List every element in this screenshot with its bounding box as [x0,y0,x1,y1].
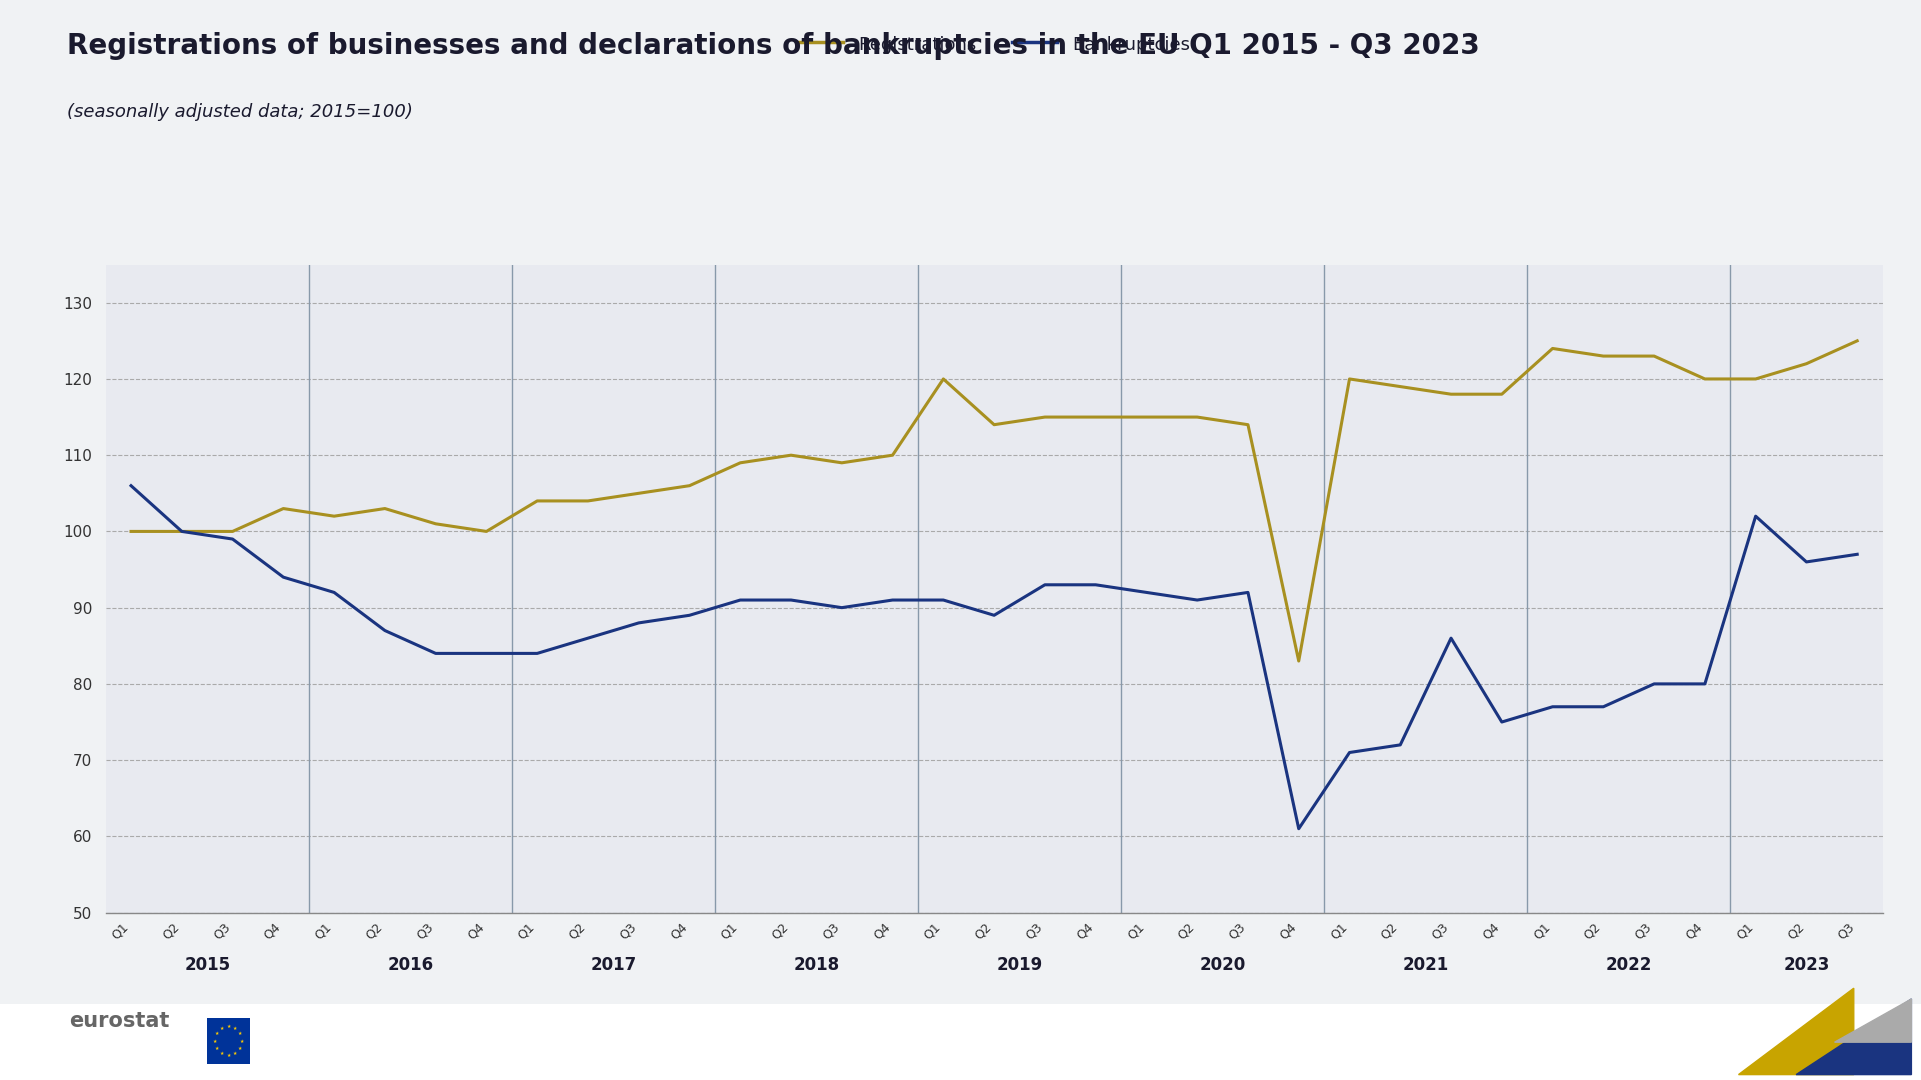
Text: 2023: 2023 [1783,956,1829,974]
Text: ★: ★ [227,1024,231,1029]
Text: ★: ★ [219,1051,225,1056]
Text: ★: ★ [219,1026,225,1031]
Text: ★: ★ [238,1031,242,1037]
Polygon shape [1796,999,1911,1075]
Text: 2017: 2017 [590,956,636,974]
Text: ★: ★ [215,1045,219,1051]
Text: (seasonally adjusted data; 2015=100): (seasonally adjusted data; 2015=100) [67,103,413,121]
Text: ★: ★ [215,1031,219,1037]
Text: ★: ★ [238,1045,242,1051]
Text: 2016: 2016 [388,956,434,974]
Text: 2020: 2020 [1199,956,1245,974]
Text: 2018: 2018 [793,956,839,974]
Polygon shape [1835,999,1911,1042]
Text: ★: ★ [227,1053,231,1058]
Text: 2021: 2021 [1402,956,1448,974]
Text: ★: ★ [240,1039,244,1043]
Text: 2022: 2022 [1606,956,1652,974]
Legend: Registrations, Bankruptcies: Registrations, Bankruptcies [791,27,1197,62]
Text: ★: ★ [232,1026,238,1031]
Text: ★: ★ [213,1039,217,1043]
Polygon shape [1739,988,1854,1075]
Text: ★: ★ [232,1051,238,1056]
Text: 2019: 2019 [997,956,1043,974]
Text: eurostat: eurostat [69,1011,169,1030]
Text: 2015: 2015 [184,956,231,974]
Text: Registrations of businesses and declarations of bankruptcies in the EU Q1 2015 -: Registrations of businesses and declarat… [67,32,1479,60]
